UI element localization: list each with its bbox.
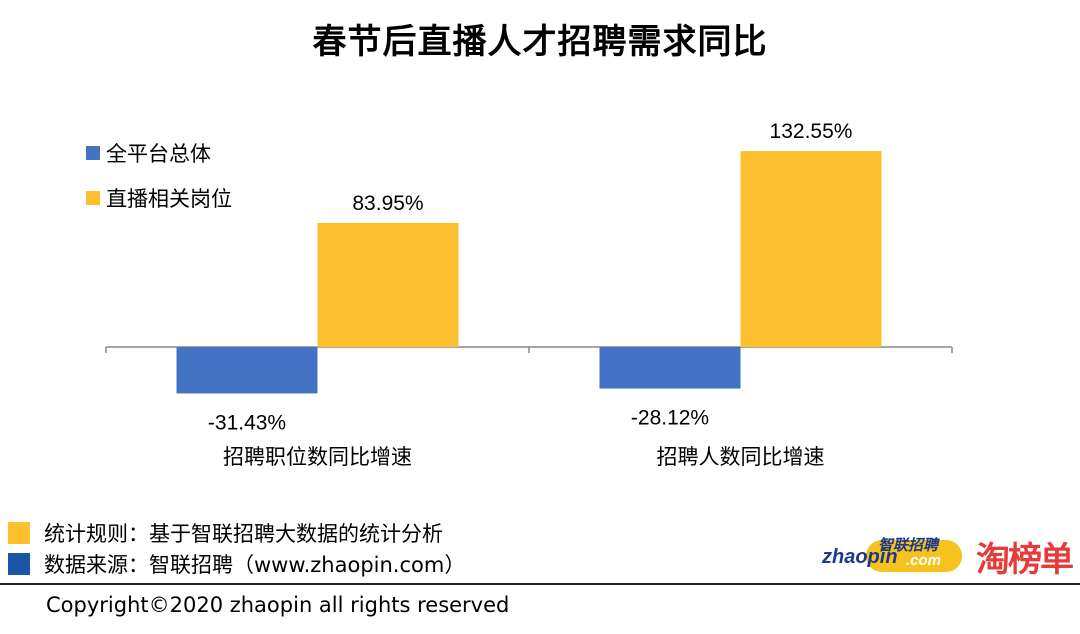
- data-label: -28.12%: [631, 407, 709, 430]
- bar-overall-0: [176, 347, 318, 394]
- data-label: 132.55%: [770, 120, 853, 143]
- legend-label: 直播相关岗位: [106, 187, 232, 211]
- bar-chart: -31.43% 83.95% 招聘职位数同比增速 -28.12% 132.55% 招聘人数…: [86, 120, 953, 469]
- data-label: -31.43%: [208, 411, 286, 434]
- legend-swatch: [86, 146, 100, 160]
- rule-swatch: [8, 522, 30, 544]
- footer-source-text: 数据来源：智联招聘（www.zhaopin.com）: [44, 553, 466, 577]
- bar-livestream-0: [317, 222, 459, 347]
- zhaopin-logo-cn: 智联招聘: [878, 536, 939, 554]
- legend-label: 全平台总体: [106, 142, 211, 166]
- chart-title: 春节后直播人才招聘需求同比: [312, 22, 768, 62]
- zhaopin-logo-en: zhaopin: [822, 546, 898, 568]
- footer-rule-text: 统计规则：基于智联招聘大数据的统计分析: [44, 522, 443, 546]
- footer-source-row: 数据来源：智联招聘（www.zhaopin.com）: [8, 549, 465, 579]
- zhaopin-logo-com: .com: [906, 552, 942, 569]
- bar-overall-1: [599, 347, 741, 389]
- taobangdan-logo: 淘榜单: [976, 540, 1074, 580]
- zhaopin-logo: zhaopin 智联招聘 .com: [822, 534, 962, 576]
- data-label: 83.95%: [352, 192, 423, 215]
- footer-rule-row: 统计规则：基于智联招聘大数据的统计分析: [8, 518, 443, 548]
- source-swatch: [8, 553, 30, 575]
- category-label: 招聘人数同比增速: [657, 445, 825, 469]
- footer-divider: [0, 583, 1080, 585]
- copyright-text: Copyright©2020 zhaopin all rights reserv…: [46, 593, 510, 617]
- bar-livestream-1: [740, 151, 882, 347]
- legend-swatch: [86, 191, 100, 205]
- category-label: 招聘职位数同比增速: [223, 445, 412, 469]
